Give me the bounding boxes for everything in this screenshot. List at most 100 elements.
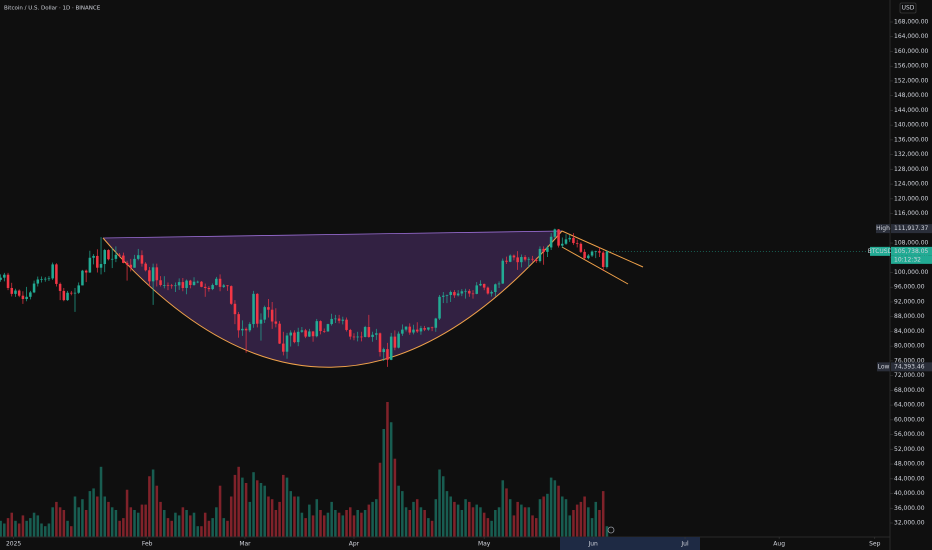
candle-body — [114, 254, 118, 259]
volume-bar — [289, 491, 293, 537]
candle-body — [505, 260, 508, 262]
y-tick-label: 72,000.00 — [894, 372, 925, 379]
y-tick-label: 132,000.00 — [894, 151, 929, 158]
candle-body — [200, 281, 203, 287]
candle-body — [211, 285, 214, 290]
volume-bar — [382, 429, 385, 537]
volume-bar — [352, 515, 356, 537]
volume-bar — [43, 526, 47, 537]
time-range-highlight — [560, 537, 700, 550]
volume-bar — [88, 491, 92, 537]
volume-bar — [233, 474, 237, 537]
volume-bar — [192, 512, 196, 537]
low-value-box — [891, 362, 932, 372]
candle-body — [96, 255, 99, 268]
volume-bar — [408, 510, 412, 537]
volume-bar — [282, 474, 285, 537]
candle-body — [378, 333, 382, 353]
volume-bar — [486, 518, 490, 537]
volume-bar — [348, 507, 352, 537]
volume-bar — [337, 512, 341, 537]
y-tick-label: 44,000.00 — [894, 475, 925, 482]
candle-body — [129, 264, 133, 268]
volume-bar — [140, 504, 144, 537]
candle-body — [441, 295, 445, 297]
volume-bar — [99, 466, 103, 537]
candle-body — [423, 328, 426, 330]
candle-body — [449, 292, 452, 295]
candle-body — [471, 293, 475, 295]
volume-bar — [371, 501, 374, 537]
currency-box[interactable] — [899, 2, 917, 14]
volume-bar — [334, 510, 337, 537]
low-name: Low — [878, 363, 890, 370]
candle-body — [445, 294, 449, 296]
candle-body — [181, 282, 185, 288]
volume-bar — [572, 510, 575, 537]
candle-body — [259, 319, 263, 324]
volume-bar — [330, 501, 333, 537]
rim-line — [102, 230, 563, 239]
volume-bar — [304, 518, 307, 537]
candle-body — [10, 287, 14, 294]
candle-body — [598, 251, 601, 253]
candle-body — [516, 257, 519, 263]
volume-bar — [434, 499, 438, 537]
candle-body — [557, 229, 560, 246]
volume-bar — [494, 510, 497, 537]
candle-body — [348, 329, 352, 337]
axis-layer: 168,000.00 164,000.00 160,000.00 156,000.00… — [6, 18, 932, 548]
candle-body — [360, 336, 363, 338]
volume-bar — [55, 501, 58, 537]
volume-bar — [579, 501, 583, 537]
candle-body — [163, 285, 166, 286]
volume-bar — [122, 518, 125, 537]
y-tick-label: 52,000.00 — [894, 446, 925, 453]
volume-bar — [274, 510, 278, 537]
volume-bar — [215, 507, 218, 537]
y-tick-label: 116,000.00 — [894, 210, 929, 217]
volume-bar — [505, 488, 508, 537]
y-tick-label: 164,000.00 — [894, 33, 929, 40]
volume-bar — [293, 496, 296, 537]
candle-body — [40, 279, 43, 280]
volume-bar — [255, 480, 259, 537]
volume-bar — [561, 496, 564, 537]
currency-label[interactable]: USD — [902, 5, 915, 12]
candle-body — [520, 257, 523, 263]
volume-bar — [549, 477, 553, 537]
countdown-box — [891, 255, 932, 264]
volume-bar — [594, 501, 598, 537]
volume-bar — [81, 499, 84, 537]
volume-bar — [456, 504, 460, 537]
volume-bar — [471, 507, 475, 537]
candle-body — [561, 243, 564, 246]
y-tick-label: 120,000.00 — [894, 195, 929, 202]
candle-body — [296, 331, 300, 343]
countdown: 10:12:32 — [894, 256, 921, 263]
volume-bar — [482, 512, 486, 537]
candle-body — [170, 285, 173, 287]
candle-body — [155, 267, 159, 281]
candle-body — [572, 237, 575, 244]
candle-body — [107, 250, 110, 260]
candle-body — [601, 252, 605, 267]
volume-bar — [575, 504, 579, 537]
x-tick-label: Feb — [142, 541, 153, 548]
x-tick-label: Apr — [349, 541, 360, 548]
cup-curve — [102, 230, 563, 368]
volume-bar — [311, 515, 315, 537]
candle-body — [334, 318, 337, 320]
candle-body — [564, 239, 568, 244]
candle-body — [587, 255, 590, 259]
volume-bar — [393, 458, 397, 537]
candle-body — [594, 251, 598, 252]
candle-body — [289, 332, 293, 336]
volume-bar — [133, 510, 136, 537]
volume-bar — [259, 483, 263, 537]
price-axis — [890, 0, 932, 550]
volume-bar — [449, 496, 452, 537]
candle-body — [401, 329, 404, 334]
